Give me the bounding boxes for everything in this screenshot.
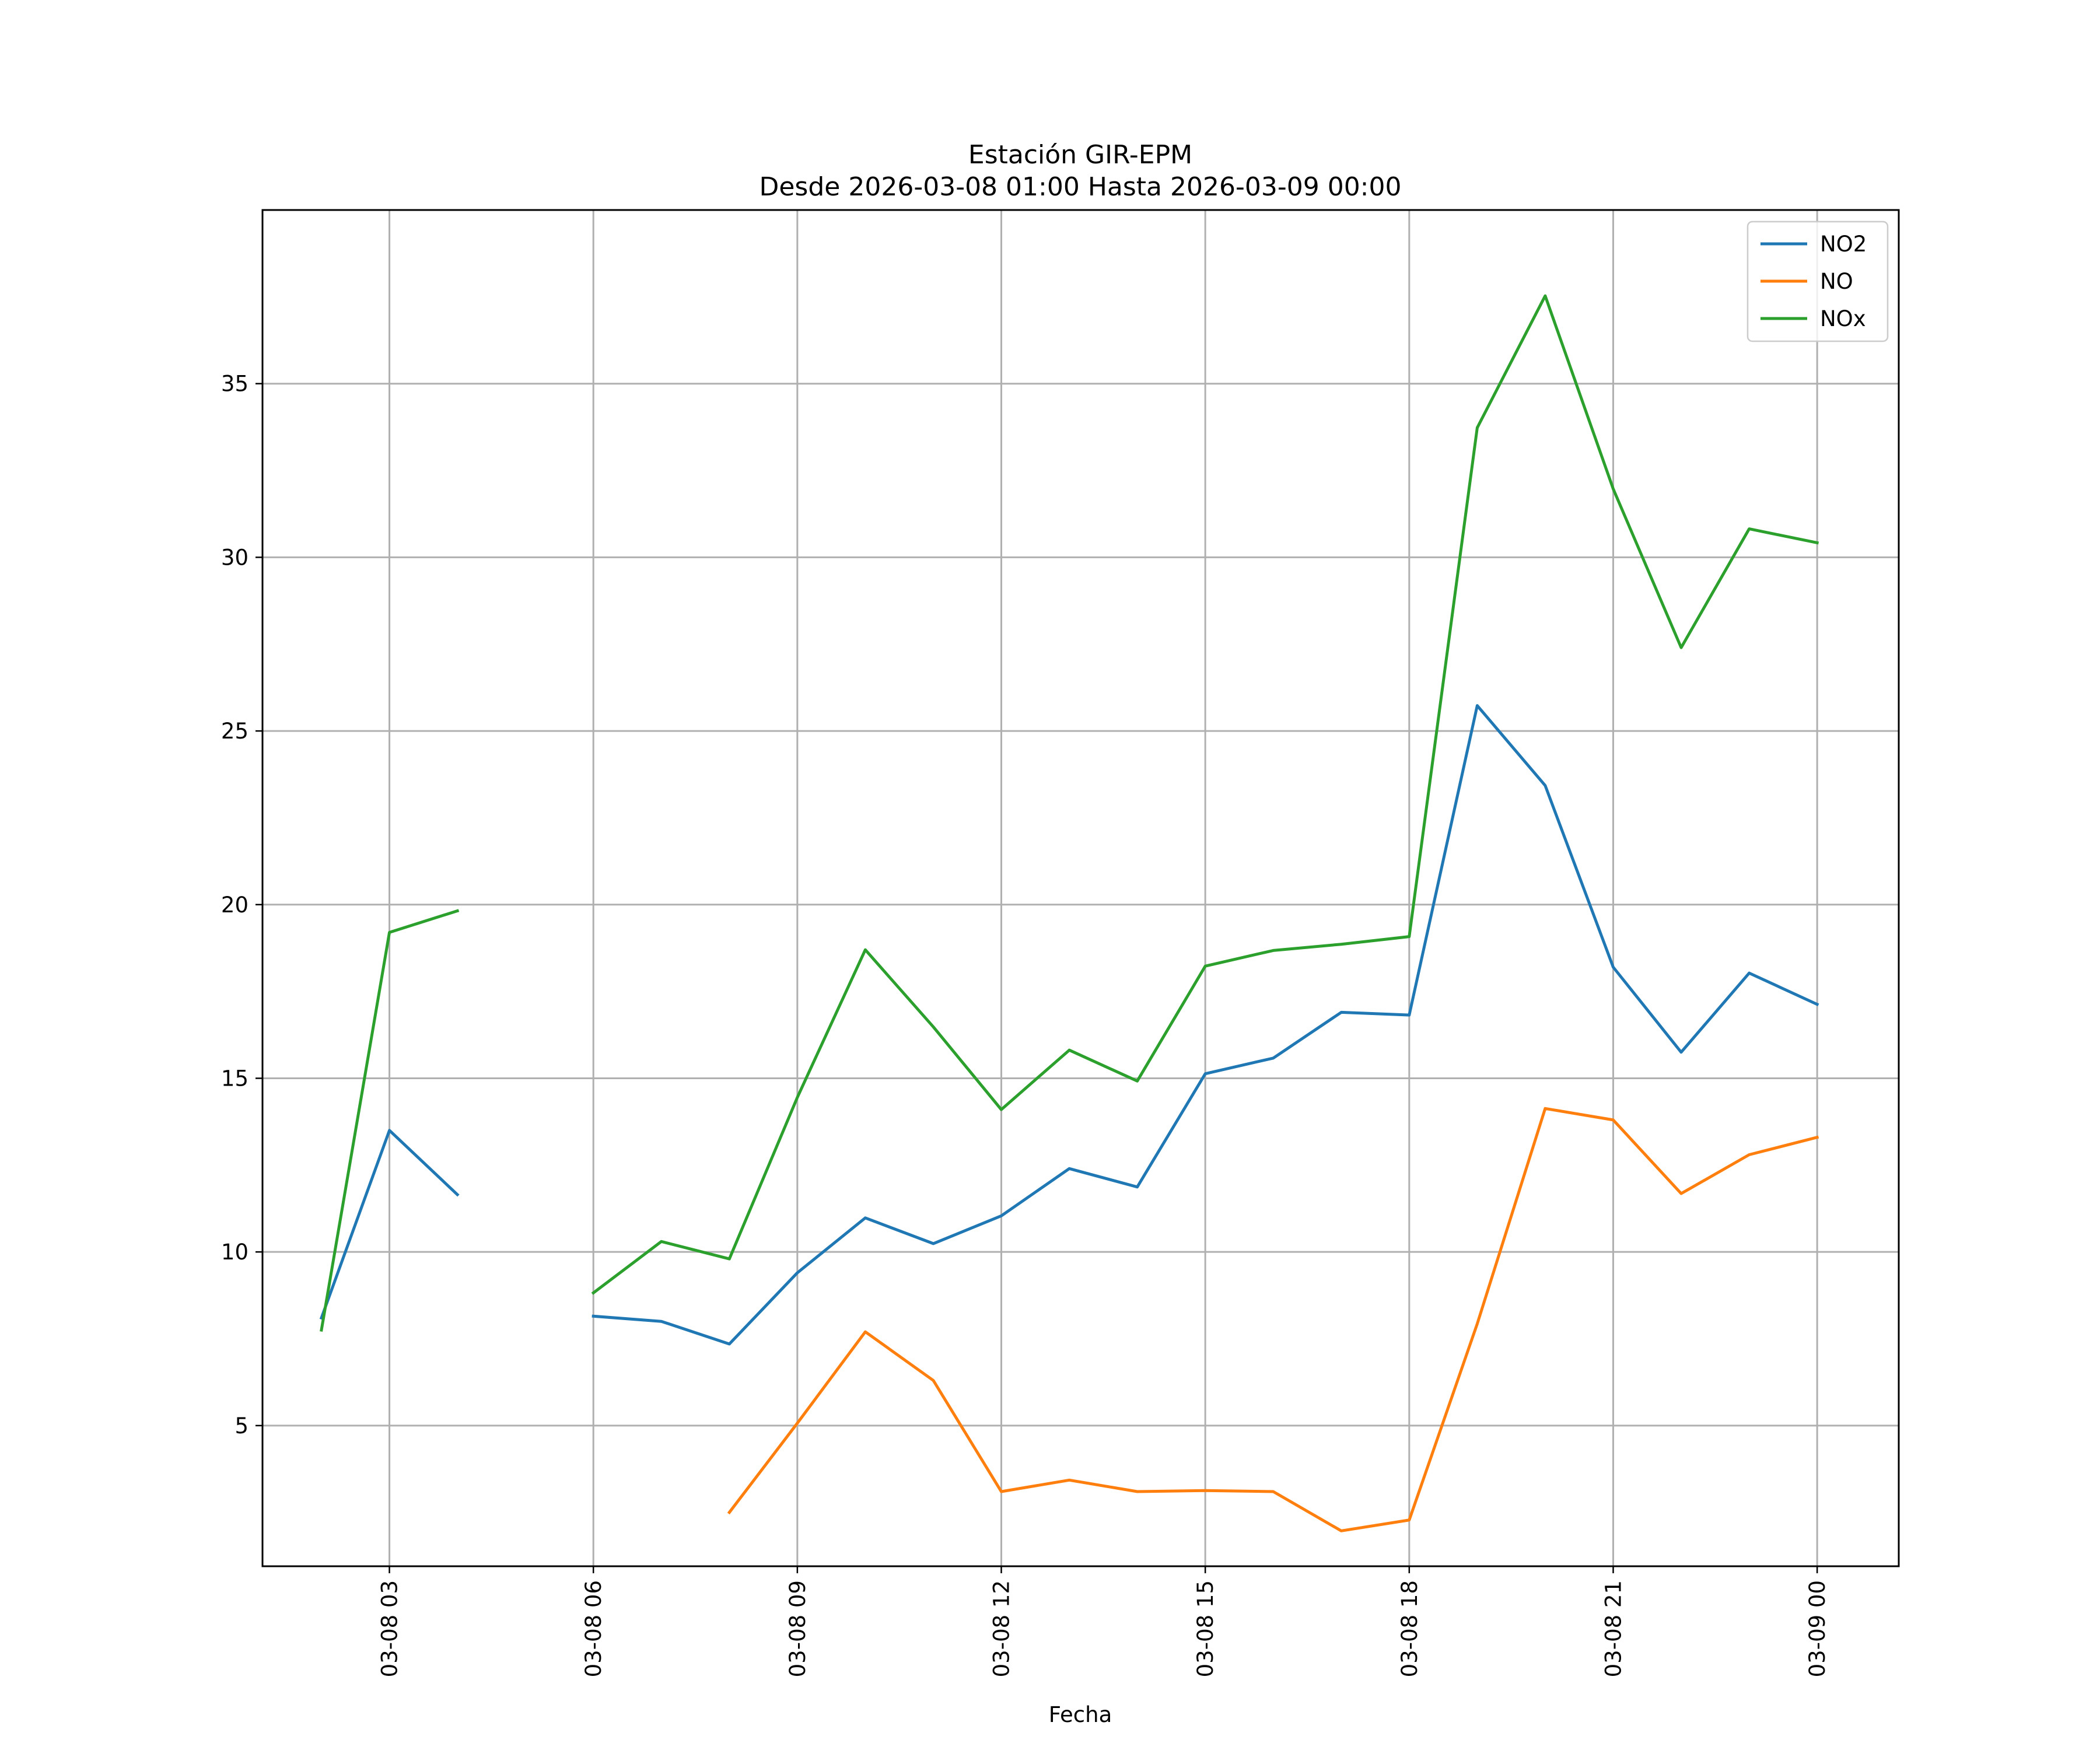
series-line-no	[727, 1107, 1819, 1532]
x-tick-label: 03-08 12	[989, 1580, 1014, 1677]
x-axis-label: Fecha	[1049, 1702, 1112, 1727]
y-tick-label: 15	[221, 1066, 249, 1091]
y-tick-label: 20	[221, 892, 249, 918]
series-line-nox	[320, 294, 1819, 1332]
x-tick-label: 03-08 15	[1193, 1580, 1218, 1677]
series-layer	[319, 294, 1819, 1532]
y-tick-label: 35	[221, 372, 249, 397]
x-tick-label: 03-09 00	[1805, 1580, 1830, 1677]
chart-title: Estación GIR-EPM	[968, 140, 1192, 170]
x-tick-label: 03-08 06	[581, 1580, 606, 1677]
legend-label-no: NO	[1820, 269, 1853, 294]
legend-label-no2: NO2	[1820, 232, 1867, 257]
plot-area-frame	[261, 209, 1900, 1567]
y-tick-label: 5	[235, 1413, 249, 1438]
x-tick-label: 03-08 09	[785, 1580, 810, 1677]
x-tick-label: 03-08 18	[1397, 1580, 1422, 1677]
legend-label-nox: NOx	[1820, 306, 1866, 331]
legend: NO2 NO NOx	[1746, 220, 1889, 342]
legend-box	[1746, 220, 1889, 342]
x-tick-label: 03-08 03	[377, 1580, 402, 1677]
y-tick-label: 30	[221, 545, 249, 570]
grid	[262, 210, 1899, 1566]
y-tick-label: 10	[221, 1240, 249, 1265]
series-line-no2	[319, 704, 1819, 1346]
axis-ticks: 5 10 15 20 25 30 35 03-08 03 03-08 06 03-08 09 03-…	[221, 372, 1830, 1678]
chart-subtitle: Desde 2026-03-08 01:00 Hasta 2026-03-09 …	[759, 172, 1401, 202]
x-tick-label: 03-08 21	[1601, 1580, 1626, 1677]
y-tick-label: 25	[221, 719, 249, 744]
